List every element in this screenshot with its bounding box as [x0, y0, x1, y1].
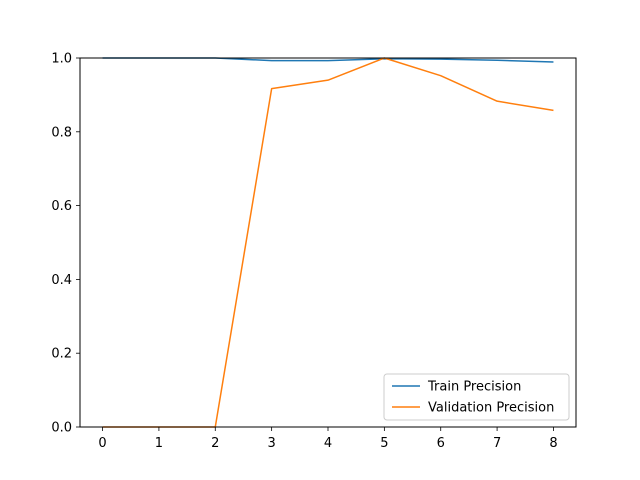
y-tick-label: 0.2: [51, 347, 72, 362]
x-tick-label: 4: [324, 436, 332, 451]
x-tick-label: 7: [493, 436, 501, 451]
legend-label-1: Validation Precision: [428, 401, 554, 416]
series-line-1: [102, 57, 554, 428]
legend: Train Precision Validation Precision: [383, 373, 570, 421]
x-tick-label: 0: [98, 436, 106, 451]
legend-label-0: Train Precision: [427, 380, 521, 395]
x-tick-label: 8: [549, 436, 557, 451]
series-line-0: [102, 57, 554, 63]
y-tick-label: 0.8: [51, 125, 72, 140]
x-tick-label: 1: [155, 436, 163, 451]
legend-box: [383, 373, 570, 421]
x-tick-label: 2: [211, 436, 219, 451]
y-tick-label: 0.4: [51, 273, 72, 288]
y-tick-label: 0.6: [51, 199, 72, 214]
y-tick-label: 0.0: [51, 421, 72, 436]
y-tick-label: 1.0: [51, 52, 72, 67]
series-layer: [102, 57, 554, 428]
x-tick-label: 6: [437, 436, 445, 451]
x-axis: 0 1 2 3 4 5 6 7 8: [98, 427, 558, 451]
y-axis: 0.0 0.2 0.4 0.6 0.8 1.0: [51, 52, 80, 436]
plot-frame: [79, 57, 577, 428]
x-tick-label: 3: [267, 436, 275, 451]
x-tick-label: 5: [380, 436, 388, 451]
